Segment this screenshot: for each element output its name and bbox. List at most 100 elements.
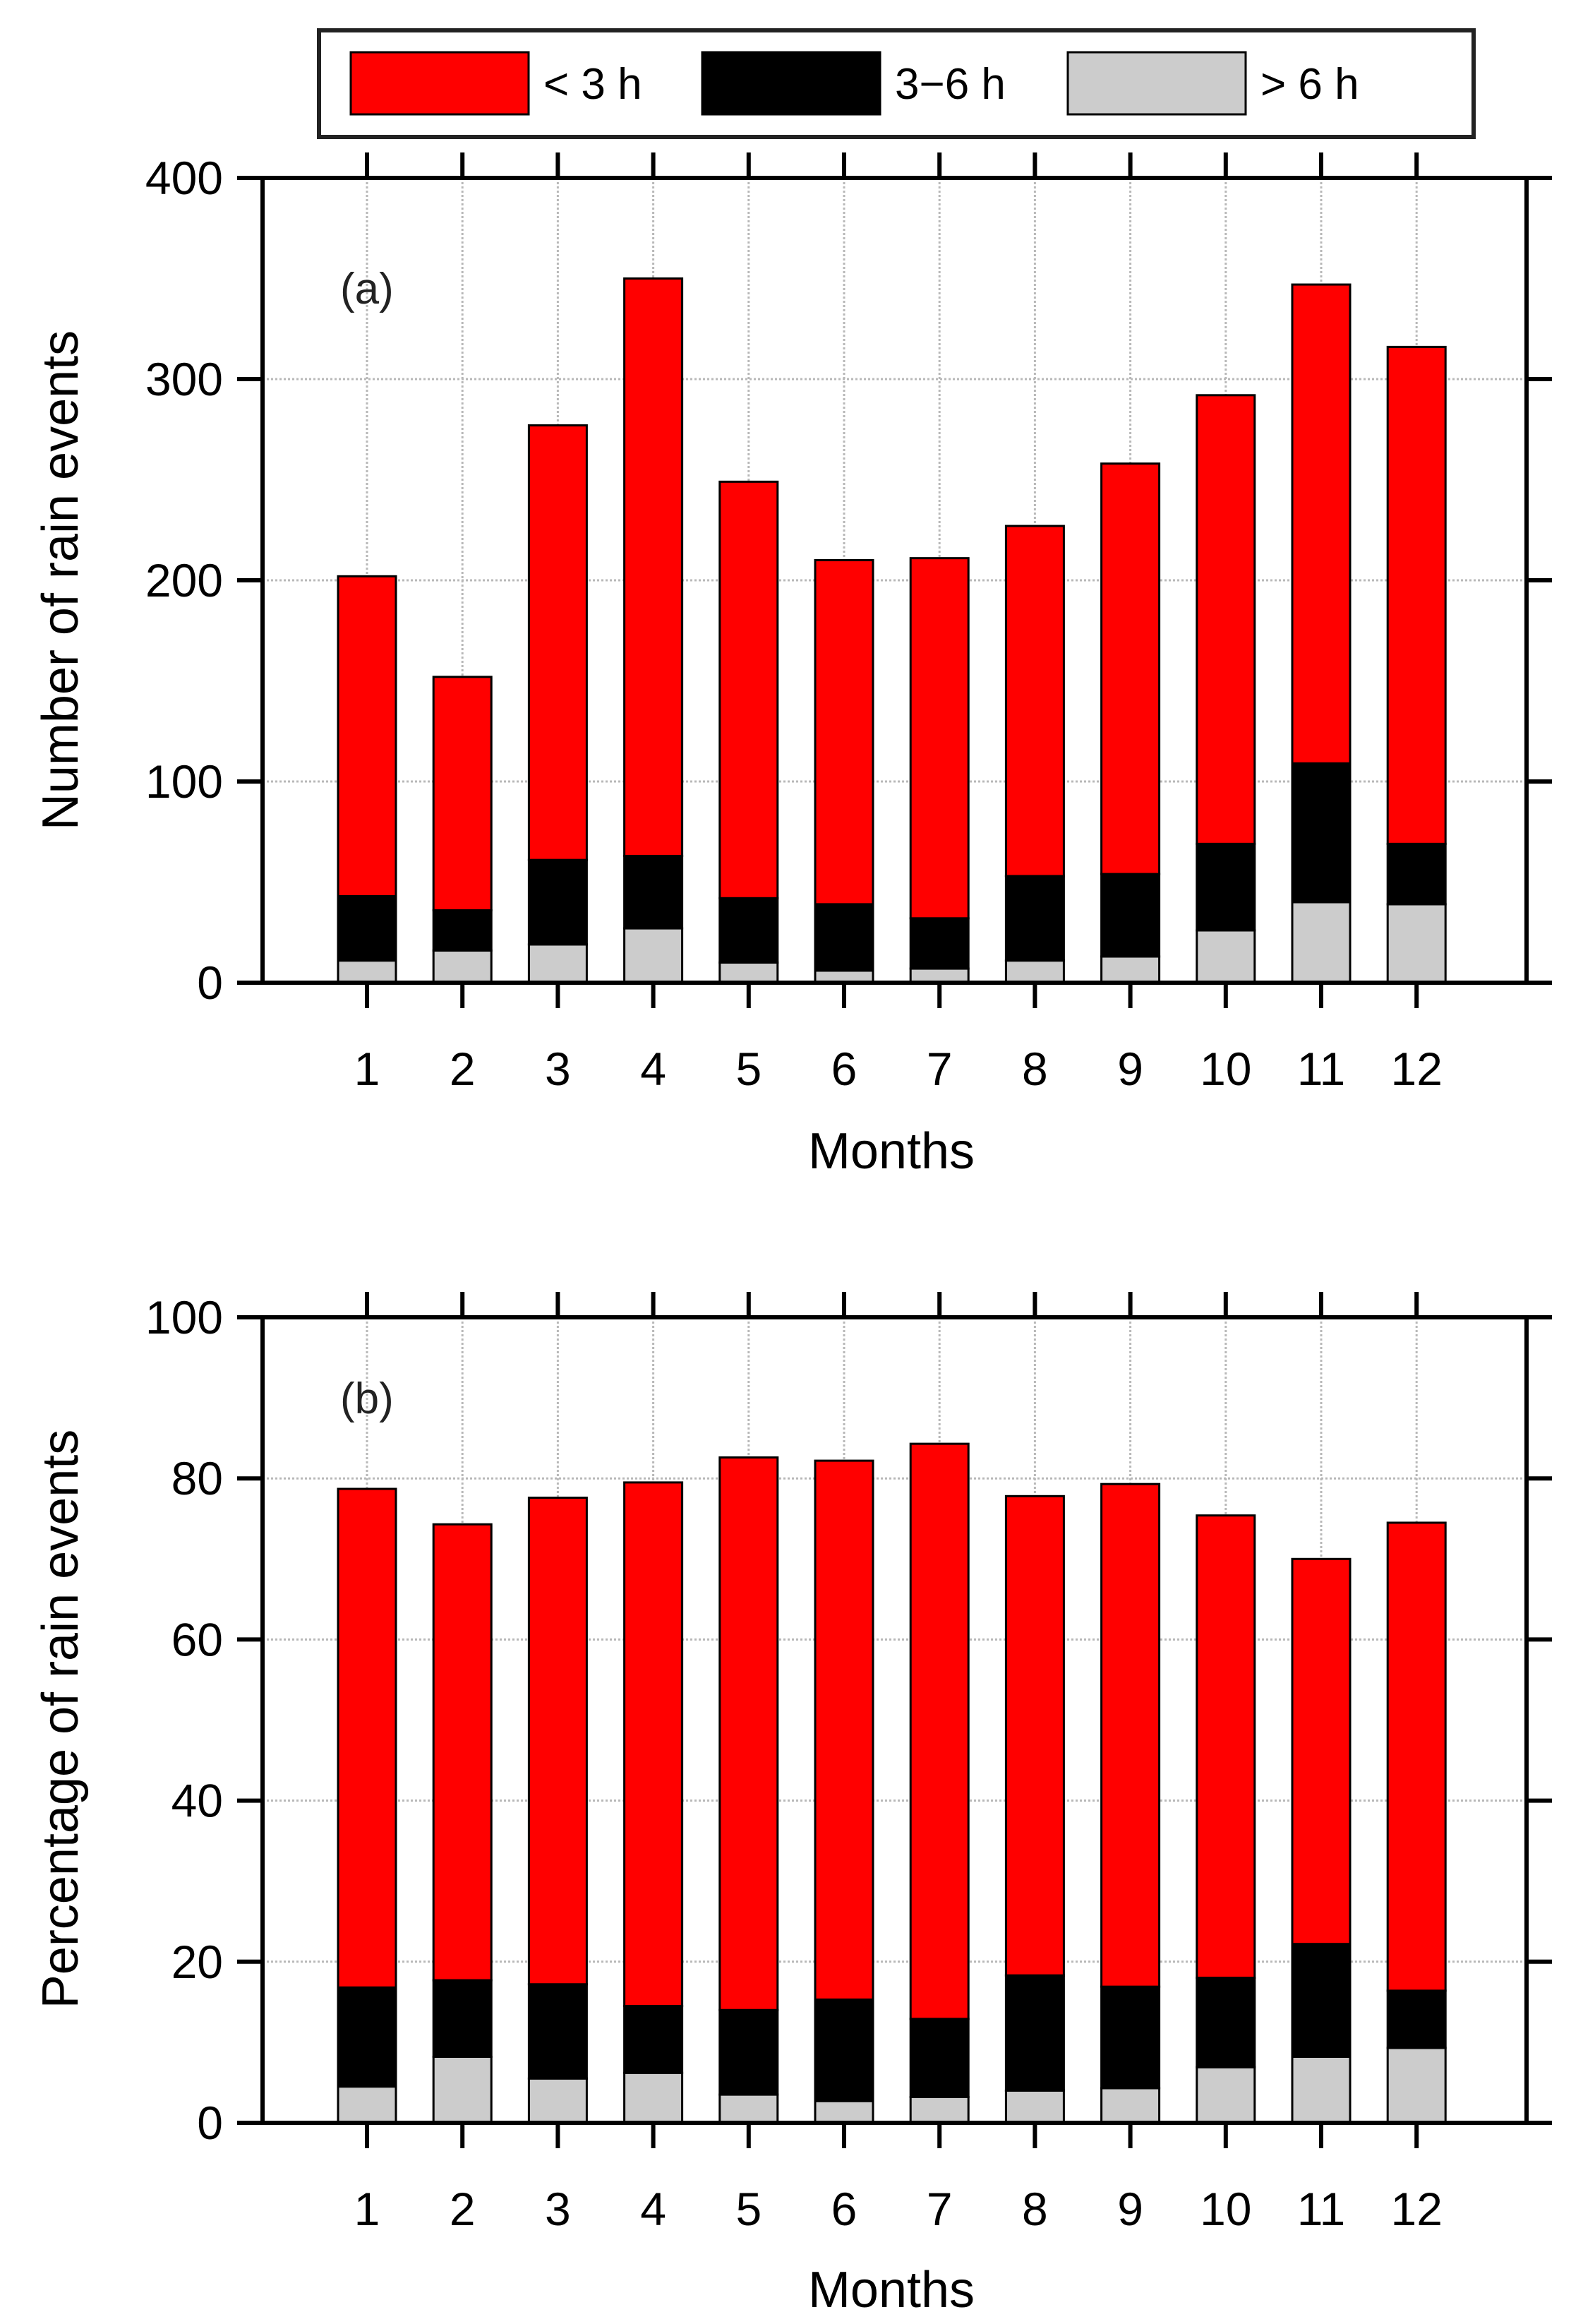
- bar-gt6-8: [1004, 2089, 1065, 2124]
- x-tick-label: 7: [927, 1043, 953, 1095]
- bar-mid-2: [432, 909, 493, 952]
- y-tick-label: 400: [145, 152, 223, 204]
- bar-lt3-6: [814, 559, 874, 906]
- legend-swatch-gt6: [1066, 51, 1247, 116]
- x-tick-label: 8: [1022, 2183, 1048, 2235]
- bar-mid-5: [718, 2008, 779, 2096]
- bar-mid-3: [527, 1983, 588, 2080]
- legend-label-mid: 3−6 h: [895, 60, 1006, 109]
- bar-gt6-10: [1196, 929, 1256, 984]
- legend-swatch-lt3: [349, 51, 530, 116]
- y-tick-label: 20: [171, 1936, 223, 1988]
- bar-mid-8: [1004, 1974, 1065, 2092]
- bar-mid-6: [814, 903, 874, 972]
- bar-gt6-12: [1386, 903, 1447, 984]
- y-axis-title-b: Percentage of rain events: [32, 1430, 89, 2009]
- bar-mid-4: [623, 854, 684, 930]
- bar-gt6-2: [432, 2055, 493, 2124]
- x-tick-label: 6: [831, 1043, 857, 1095]
- legend-label-gt6: > 6 h: [1260, 60, 1359, 109]
- bar-gt6-9: [1100, 2087, 1161, 2124]
- bar-lt3-3: [527, 1497, 588, 1986]
- bar-mid-11: [1291, 1943, 1352, 2058]
- bar-lt3-10: [1196, 1514, 1256, 1979]
- bar-mid-11: [1291, 762, 1352, 904]
- x-tick-label: 9: [1117, 2183, 1143, 2235]
- y-tick-label: 0: [197, 957, 223, 1009]
- x-tick-label: 1: [354, 2183, 380, 2235]
- bar-lt3-4: [623, 1481, 684, 2008]
- bar-gt6-11: [1291, 901, 1352, 984]
- bar-gt6-3: [527, 2077, 588, 2124]
- bar-gt6-1: [337, 2085, 397, 2124]
- x-tick-label: 11: [1297, 1043, 1346, 1095]
- bar-gt6-8: [1004, 959, 1065, 984]
- bar-gt6-10: [1196, 2066, 1256, 2124]
- bar-mid-8: [1004, 875, 1065, 962]
- axes-a: [237, 152, 1552, 1008]
- legend-label-lt3: < 3 h: [543, 60, 642, 109]
- bar-lt3-8: [1004, 525, 1065, 878]
- bar-mid-3: [527, 858, 588, 946]
- bar-lt3-2: [432, 676, 493, 911]
- x-axis-title-a: Months: [808, 1123, 975, 1180]
- bar-mid-5: [718, 897, 779, 964]
- y-tick-label: 0: [197, 2097, 223, 2149]
- bar-mid-7: [909, 2018, 970, 2098]
- y-tick-label: 80: [171, 1452, 223, 1504]
- bar-lt3-8: [1004, 1495, 1065, 1977]
- x-tick-label: 4: [640, 2183, 666, 2235]
- bar-lt3-6: [814, 1459, 874, 2001]
- bar-gt6-1: [337, 959, 397, 984]
- bar-lt3-7: [909, 1442, 970, 2020]
- bar-gt6-4: [623, 927, 684, 984]
- axes-b: [237, 1292, 1552, 2148]
- x-tick-label: 5: [735, 1043, 762, 1095]
- bar-gt6-5: [718, 2093, 779, 2124]
- x-tick-label: 8: [1022, 1043, 1048, 1095]
- bar-mid-9: [1100, 873, 1161, 958]
- bar-gt6-2: [432, 949, 493, 984]
- bar-mid-7: [909, 917, 970, 970]
- x-tick-label: 1: [354, 1043, 380, 1095]
- bar-gt6-3: [527, 943, 588, 984]
- panel-label-b: (b): [340, 1374, 394, 1423]
- bar-mid-12: [1386, 842, 1447, 906]
- bar-lt3-9: [1100, 1483, 1161, 1988]
- bar-lt3-10: [1196, 394, 1256, 845]
- bar-lt3-9: [1100, 462, 1161, 875]
- bar-gt6-9: [1100, 955, 1161, 984]
- x-tick-label: 11: [1297, 2183, 1346, 2235]
- x-tick-label: 3: [545, 1043, 571, 1095]
- x-tick-label: 4: [640, 1043, 666, 1095]
- bar-lt3-12: [1386, 1521, 1447, 1992]
- y-tick-label: 300: [145, 353, 223, 405]
- bar-gt6-5: [718, 962, 779, 984]
- bar-lt3-3: [527, 424, 588, 861]
- bar-lt3-7: [909, 557, 970, 920]
- y-tick-label: 200: [145, 554, 223, 606]
- bar-lt3-11: [1291, 1557, 1352, 1946]
- bar-gt6-7: [909, 2095, 970, 2124]
- bar-lt3-1: [337, 1487, 397, 1989]
- x-tick-label: 6: [831, 2183, 857, 2235]
- x-tick-label: 2: [450, 2183, 476, 2235]
- bar-mid-1: [337, 894, 397, 962]
- x-tick-label: 12: [1390, 2183, 1442, 2235]
- x-tick-label: 10: [1200, 2183, 1251, 2235]
- x-axis-title-b: Months: [808, 2262, 975, 2318]
- x-tick-label: 2: [450, 1043, 476, 1095]
- x-tick-label: 10: [1200, 1043, 1251, 1095]
- bar-lt3-11: [1291, 283, 1352, 765]
- bar-mid-1: [337, 1986, 397, 2088]
- y-tick-label: 40: [171, 1775, 223, 1827]
- bar-mid-10: [1196, 1977, 1256, 2068]
- bar-gt6-4: [623, 2071, 684, 2124]
- x-tick-label: 9: [1117, 1043, 1143, 1095]
- x-tick-label: 7: [927, 2183, 953, 2235]
- bar-lt3-12: [1386, 345, 1447, 845]
